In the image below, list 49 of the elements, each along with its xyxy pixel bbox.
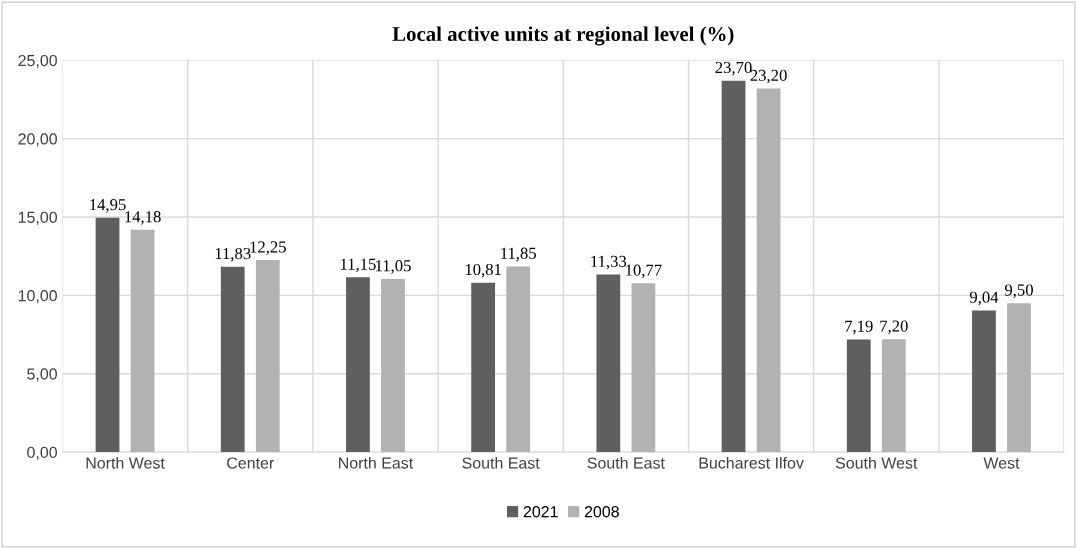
y-tick-label: 15,00 <box>18 211 57 225</box>
x-tick-label: North East <box>339 456 414 469</box>
bar <box>95 217 120 453</box>
y-tick-label: 10,00 <box>18 290 57 304</box>
x-tick-label: South East <box>462 456 540 469</box>
x-tick-label: Center <box>227 457 274 469</box>
data-label: 12,25 <box>250 241 286 255</box>
bar <box>130 229 155 453</box>
chart-title: Local active units at regional level (%) <box>392 26 734 46</box>
data-label: 11,15 <box>340 258 376 273</box>
bar <box>471 282 496 453</box>
bar <box>596 274 621 453</box>
data-label: 11,33 <box>591 255 627 270</box>
data-label: 23,70 <box>715 61 752 76</box>
data-label: 10,77 <box>626 264 662 279</box>
data-label: 11,85 <box>501 247 536 262</box>
legend-label: 2021 <box>523 506 558 518</box>
bar <box>721 80 746 453</box>
bar <box>346 277 370 453</box>
bar <box>381 278 405 453</box>
bar <box>506 266 531 453</box>
y-tick-label: 5,00 <box>27 368 57 382</box>
x-tick-label: West <box>983 457 1020 469</box>
data-label: 7,20 <box>880 320 908 335</box>
data-label: 11,05 <box>376 260 411 274</box>
data-label: 14,18 <box>125 211 161 225</box>
data-label: 9,04 <box>969 291 999 306</box>
y-tick-label: 20,00 <box>18 133 57 147</box>
bar <box>756 88 781 453</box>
bar <box>631 283 656 453</box>
data-label: 9,50 <box>1004 284 1033 299</box>
x-tick-label: South West <box>835 456 918 469</box>
data-label: 14,95 <box>90 199 126 213</box>
x-tick-label: South East <box>587 456 665 469</box>
y-tick-label: 25,00 <box>18 54 57 69</box>
bar <box>846 339 871 453</box>
legend-label: 2008 <box>584 506 619 518</box>
data-label: 7,19 <box>845 320 873 335</box>
bar <box>255 260 280 453</box>
bar <box>220 266 245 453</box>
x-tick-label: Bucharest Ilfov <box>699 456 804 469</box>
data-label: 23,20 <box>750 69 787 84</box>
data-label: 11,83 <box>215 247 251 262</box>
bar <box>881 339 906 453</box>
bar <box>972 310 996 453</box>
y-tick-label: 0,00 <box>27 446 57 460</box>
x-tick-label: North West <box>86 456 165 469</box>
bar <box>1007 303 1031 453</box>
data-label: 10,81 <box>465 263 501 278</box>
